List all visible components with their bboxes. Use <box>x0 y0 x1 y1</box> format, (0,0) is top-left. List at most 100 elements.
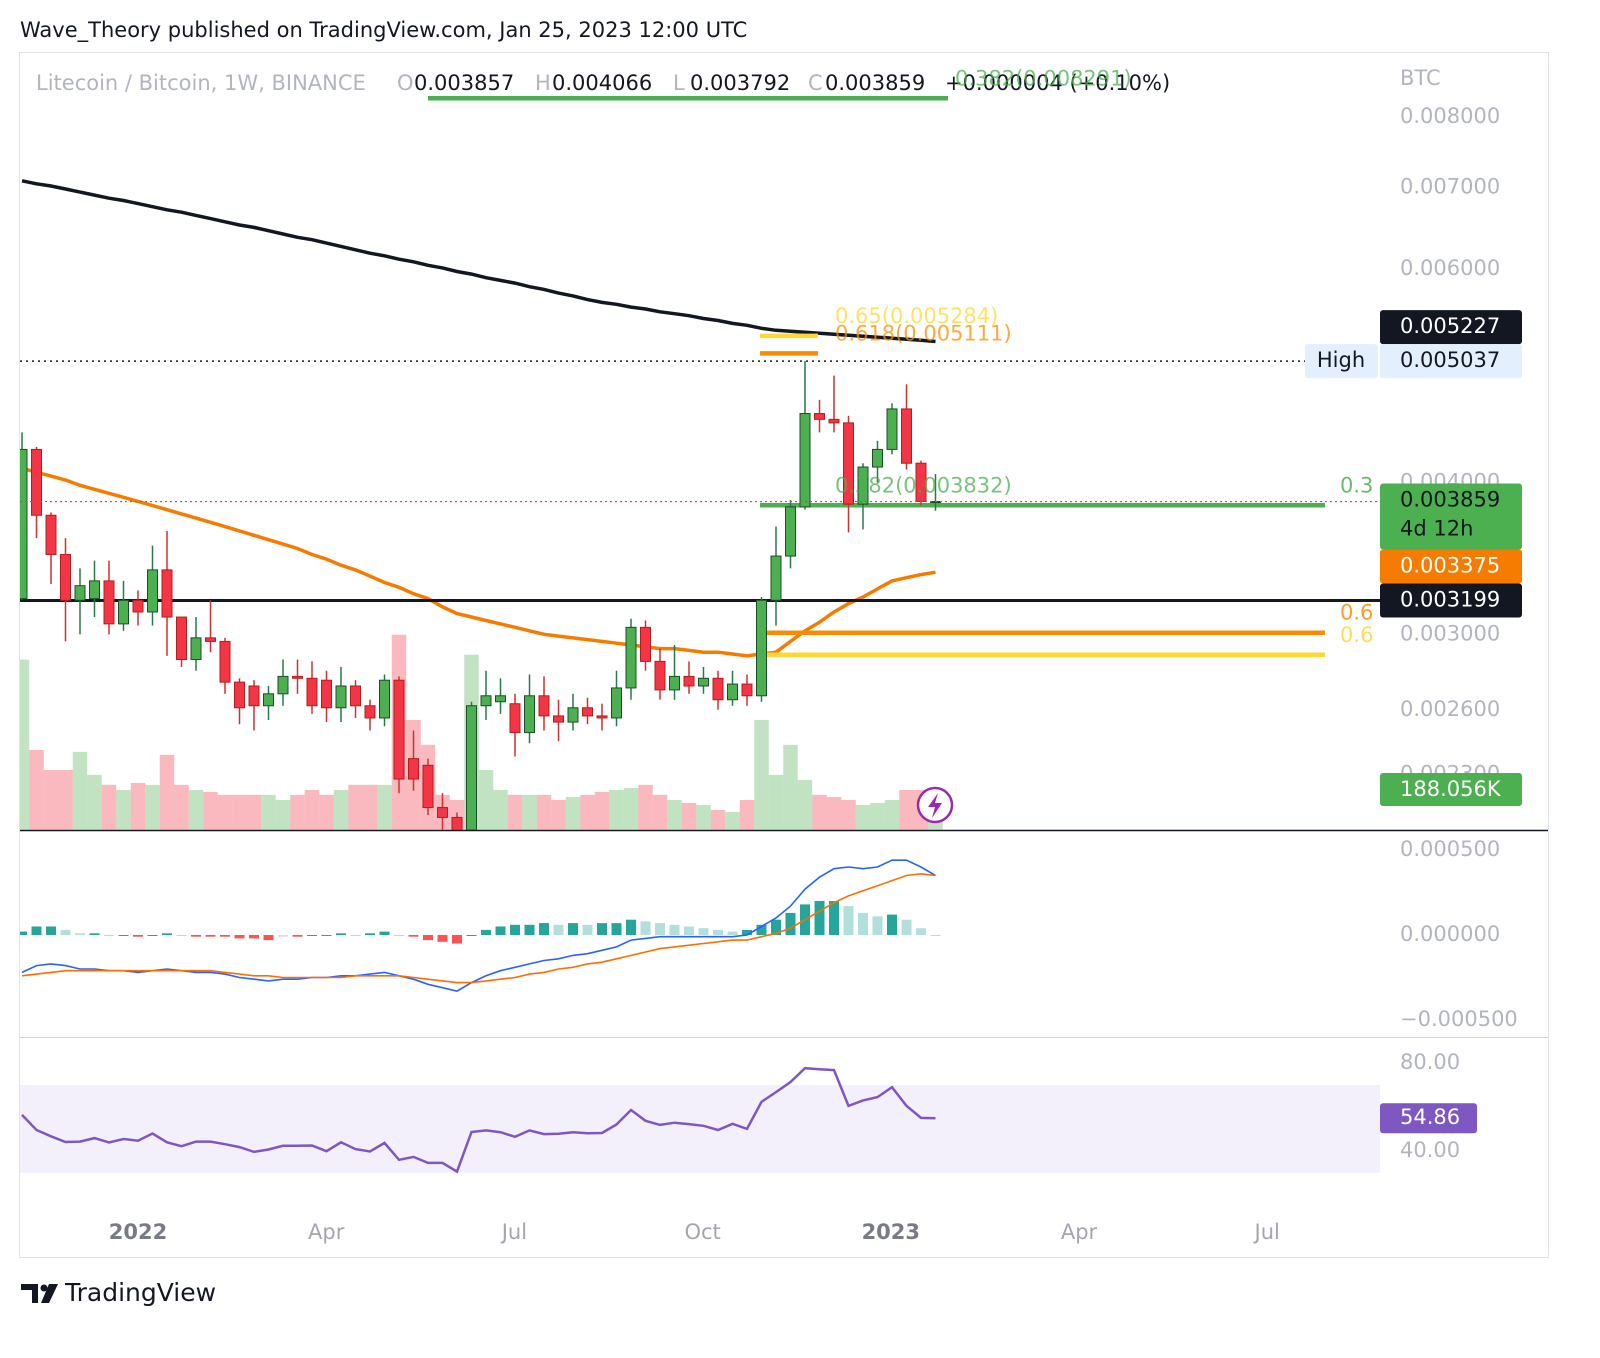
macd-histogram-bar <box>365 933 375 935</box>
price-label-box <box>1380 344 1522 379</box>
macd-histogram-bar <box>75 933 85 935</box>
price-label-tag-box <box>1305 344 1378 379</box>
macd-histogram-bar <box>756 924 767 935</box>
candle-body <box>176 616 187 661</box>
candle-body <box>89 580 100 600</box>
countdown-label: 4d 12h <box>1400 516 1473 540</box>
volume-bar <box>217 794 233 830</box>
y-tick-label: 0.002600 <box>1400 697 1500 721</box>
price-label: 0.005037 <box>1400 348 1500 372</box>
attribution: Wave_Theory published on TradingView.com… <box>20 18 747 43</box>
volume-bar <box>319 794 334 830</box>
x-tick-label: 2023 <box>862 1220 920 1244</box>
volume-bar <box>348 784 363 830</box>
macd-histogram-bar <box>379 931 390 935</box>
logo-mark <box>41 1284 58 1303</box>
candle-body <box>466 705 477 830</box>
volume-bar <box>130 782 146 830</box>
volume-bar <box>739 799 755 830</box>
volume-bar <box>159 754 175 830</box>
fib-label: 0.6 <box>1340 623 1373 647</box>
candle-body <box>45 514 57 556</box>
macd-tick-label: 0.000000 <box>1400 922 1500 946</box>
volume-bar <box>812 794 827 830</box>
macd-histogram-bar <box>597 923 607 935</box>
price-label: 0.003375 <box>1400 553 1500 577</box>
candle-body <box>698 677 709 687</box>
candle-body <box>422 764 434 809</box>
chart-frame <box>19 52 1549 1258</box>
macd-histogram-bar <box>133 935 143 937</box>
rsi-label: 54.86 <box>1400 1105 1460 1129</box>
volume-bar <box>696 804 711 830</box>
volume-bar <box>667 799 682 830</box>
candle-body <box>437 807 448 818</box>
macd-histogram-bar <box>220 935 230 937</box>
macd-histogram-bar <box>916 928 926 935</box>
macd-histogram-bar <box>408 935 419 937</box>
x-tick-label: Apr <box>308 1220 345 1244</box>
macd-tick-label: −0.000500 <box>1400 1007 1518 1031</box>
price-label: 0.003859 <box>1400 487 1500 511</box>
macd-histogram-bar <box>553 924 564 935</box>
macd-histogram-bar <box>60 929 71 935</box>
macd-histogram-bar <box>872 916 883 935</box>
volume-bar <box>855 804 871 830</box>
volume-bar <box>116 789 131 830</box>
candle-body <box>901 408 912 464</box>
macd-histogram-bar <box>118 935 129 936</box>
candle-body <box>654 660 666 691</box>
fib-label: 0.6 <box>1340 601 1373 625</box>
volume-bar <box>188 789 204 830</box>
candle-body <box>408 758 419 780</box>
ohlc-letter: L <box>673 71 685 95</box>
price-label: 0.003199 <box>1400 587 1500 611</box>
candle-body <box>582 707 593 717</box>
volume-bar <box>304 789 320 830</box>
candle-body <box>611 687 622 719</box>
ohlc-letter: C <box>808 71 823 95</box>
ohlc-value: 0.003859 <box>825 71 925 95</box>
logo-mark <box>21 1284 38 1303</box>
macd-histogram-bar <box>524 924 535 935</box>
candle-body <box>625 626 637 689</box>
candle-body <box>756 599 767 697</box>
macd-histogram-bar <box>785 912 796 935</box>
volume-bar <box>725 811 740 830</box>
ohlc-value: 0.003792 <box>690 71 790 95</box>
candle-body <box>103 580 115 625</box>
candle-body <box>74 585 86 601</box>
volume-bar <box>377 784 392 830</box>
candle-body <box>872 448 883 468</box>
macd-histogram-bar <box>437 935 448 942</box>
volume-bar <box>29 749 44 830</box>
volume-label-box <box>1380 772 1522 806</box>
candle-body <box>277 675 289 695</box>
macd-histogram-bar <box>495 926 506 935</box>
volume-bar <box>710 809 726 830</box>
macd-histogram-bar <box>887 914 897 935</box>
y-tick-label: 0.008000 <box>1400 104 1500 128</box>
candle-body <box>553 715 564 723</box>
volume-bar <box>884 799 900 830</box>
candle-body <box>147 569 158 613</box>
candle-body <box>379 679 390 719</box>
macd-histogram-bar <box>234 935 245 939</box>
macd-histogram-bar <box>901 919 912 935</box>
volume-bar <box>899 789 914 830</box>
lightning-icon[interactable] <box>916 786 954 824</box>
macd-histogram-bar <box>20 931 27 935</box>
macd-histogram-bar <box>684 926 694 935</box>
volume-bar <box>623 788 639 830</box>
candle-body <box>480 695 492 707</box>
macd-histogram-bar <box>829 901 839 935</box>
volume-bar <box>797 779 813 830</box>
macd-pane <box>20 859 941 992</box>
rsi-tick-label: 80.00 <box>1400 1050 1460 1074</box>
macd-histogram-bar <box>669 924 680 935</box>
candle-body <box>683 675 695 687</box>
candle-body <box>190 637 202 661</box>
macd-histogram-bar <box>611 923 622 935</box>
rsi-pane <box>20 1066 1380 1174</box>
icon-bolt[interactable] <box>928 793 942 818</box>
